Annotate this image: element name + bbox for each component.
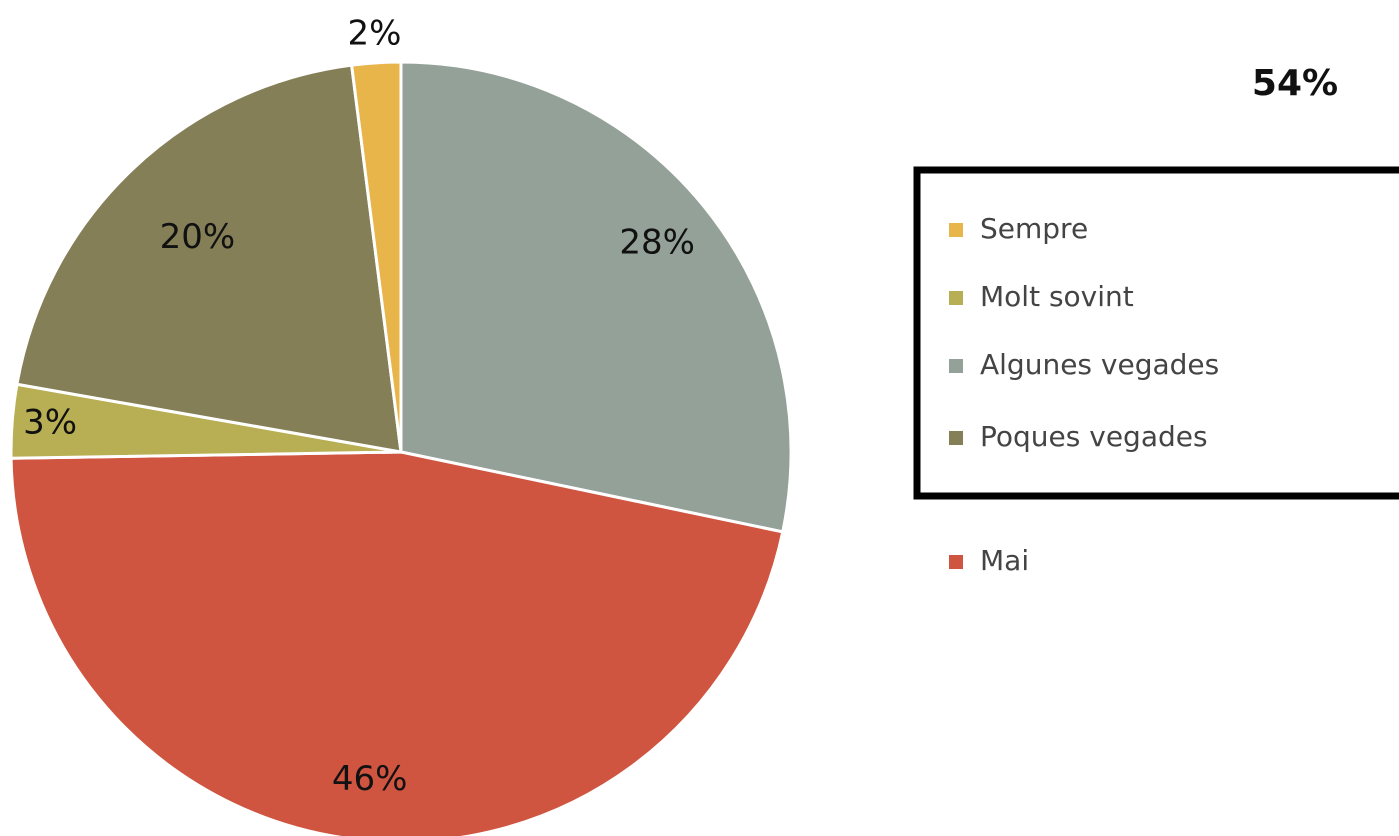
legend-label: Sempre: [980, 212, 1088, 245]
annotation: 54%: [1252, 63, 1338, 104]
legend-label: Molt sovint: [980, 280, 1134, 313]
slice-label: 20%: [160, 217, 236, 257]
legend-label: Poques vegades: [980, 420, 1208, 453]
slice: [349, 60, 403, 453]
legend-swatch: [949, 555, 963, 569]
legend-swatch: [949, 223, 963, 237]
legend-swatch: [949, 431, 963, 445]
legend-swatch: [949, 359, 963, 373]
slice-label: 3%: [23, 403, 77, 443]
legend-label: Mai: [980, 544, 1029, 577]
legend-swatch: [949, 291, 963, 305]
slice-label: 28%: [619, 222, 695, 262]
slice: [9, 450, 785, 836]
legend-box: [913, 166, 1399, 500]
slice-label: 46%: [332, 759, 408, 799]
slice: [399, 60, 793, 534]
slice: [15, 63, 403, 454]
legend-label: Algunes vegades: [980, 348, 1219, 381]
slice-label: 2%: [348, 13, 402, 53]
